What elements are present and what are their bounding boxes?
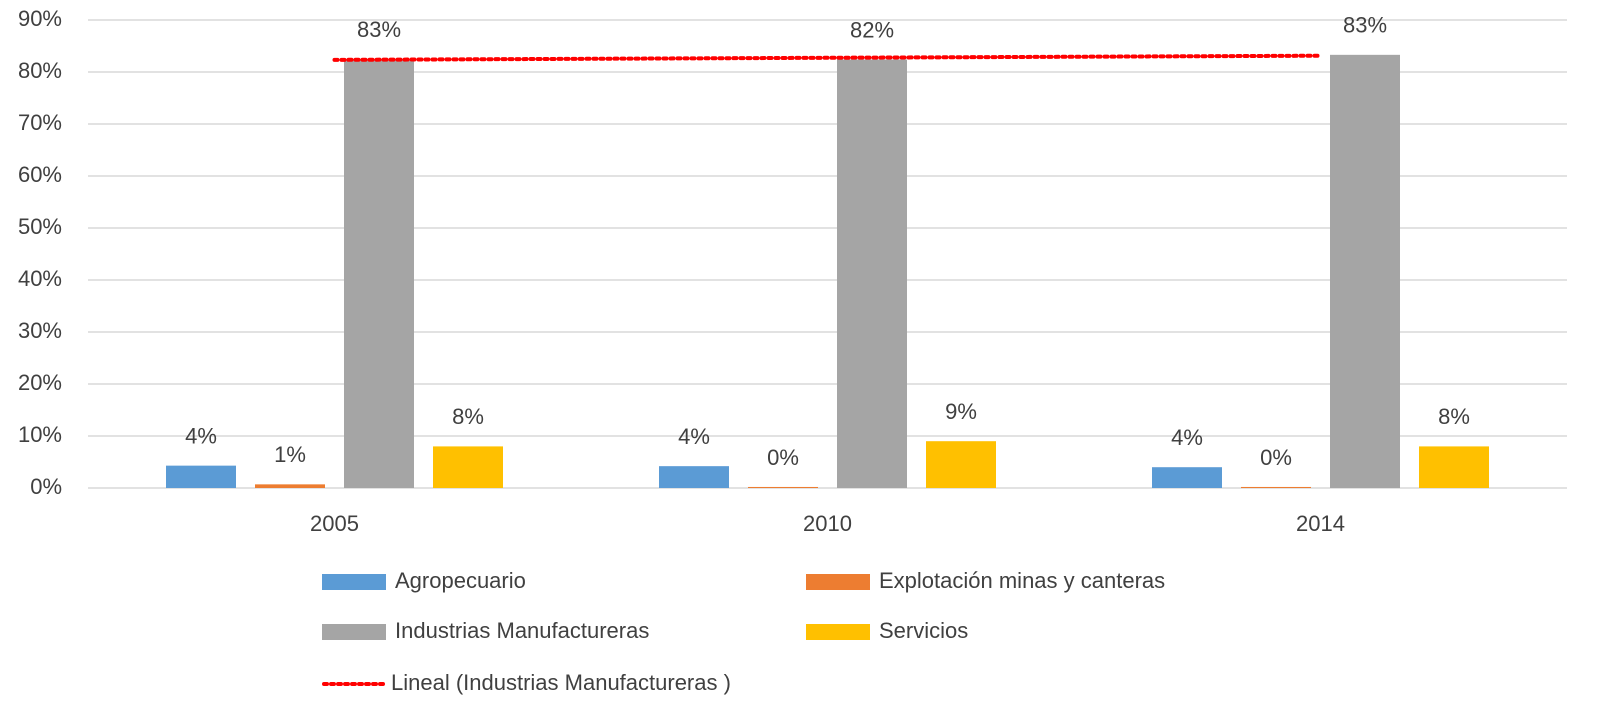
y-tick-label: 30%: [18, 318, 62, 343]
data-label: 82%: [850, 17, 894, 42]
bar: [1241, 486, 1311, 488]
data-label: 4%: [1171, 425, 1203, 450]
data-label: 4%: [678, 424, 710, 449]
bar: [1330, 54, 1400, 489]
y-tick-label: 40%: [18, 266, 62, 291]
bar: [926, 441, 996, 488]
bar: [659, 466, 729, 488]
bar: [1152, 467, 1222, 488]
y-tick-label: 20%: [18, 370, 62, 395]
legend-swatch: [806, 574, 870, 590]
x-tick-label: 2005: [310, 511, 359, 536]
data-label: 8%: [452, 404, 484, 429]
data-label: 4%: [185, 423, 217, 448]
y-tick-label: 60%: [18, 162, 62, 187]
legend-label: Lineal (Industrias Manufactureras ): [391, 670, 731, 695]
trendline: [332, 53, 1323, 62]
y-tick-label: 90%: [18, 6, 62, 31]
bar: [166, 465, 236, 488]
bar: [344, 59, 414, 488]
legend-label: Agropecuario: [395, 568, 526, 593]
bar: [255, 484, 325, 488]
data-label: 83%: [1343, 13, 1387, 38]
data-label: 0%: [767, 445, 799, 470]
y-tick-label: 80%: [18, 58, 62, 83]
x-tick-label: 2010: [803, 511, 852, 536]
legend-label: Explotación minas y canteras: [879, 568, 1165, 593]
bar: [1419, 446, 1489, 488]
data-label: 0%: [1260, 445, 1292, 470]
legend-swatch: [806, 624, 870, 640]
bar: [837, 59, 907, 489]
legend-swatch: [322, 574, 386, 590]
y-tick-label: 0%: [30, 474, 62, 499]
legend-swatch: [322, 624, 386, 640]
y-tick-label: 70%: [18, 110, 62, 135]
x-tick-label: 2014: [1296, 511, 1345, 536]
bar: [433, 446, 503, 488]
data-label: 1%: [274, 442, 306, 467]
data-label: 83%: [357, 17, 401, 42]
y-tick-label: 50%: [18, 214, 62, 239]
legend-label: Industrias Manufactureras: [395, 618, 649, 643]
legend-label: Servicios: [879, 618, 968, 643]
y-tick-label: 10%: [18, 422, 62, 447]
data-label: 9%: [945, 399, 977, 424]
data-label: 8%: [1438, 404, 1470, 429]
bar: [748, 486, 818, 488]
